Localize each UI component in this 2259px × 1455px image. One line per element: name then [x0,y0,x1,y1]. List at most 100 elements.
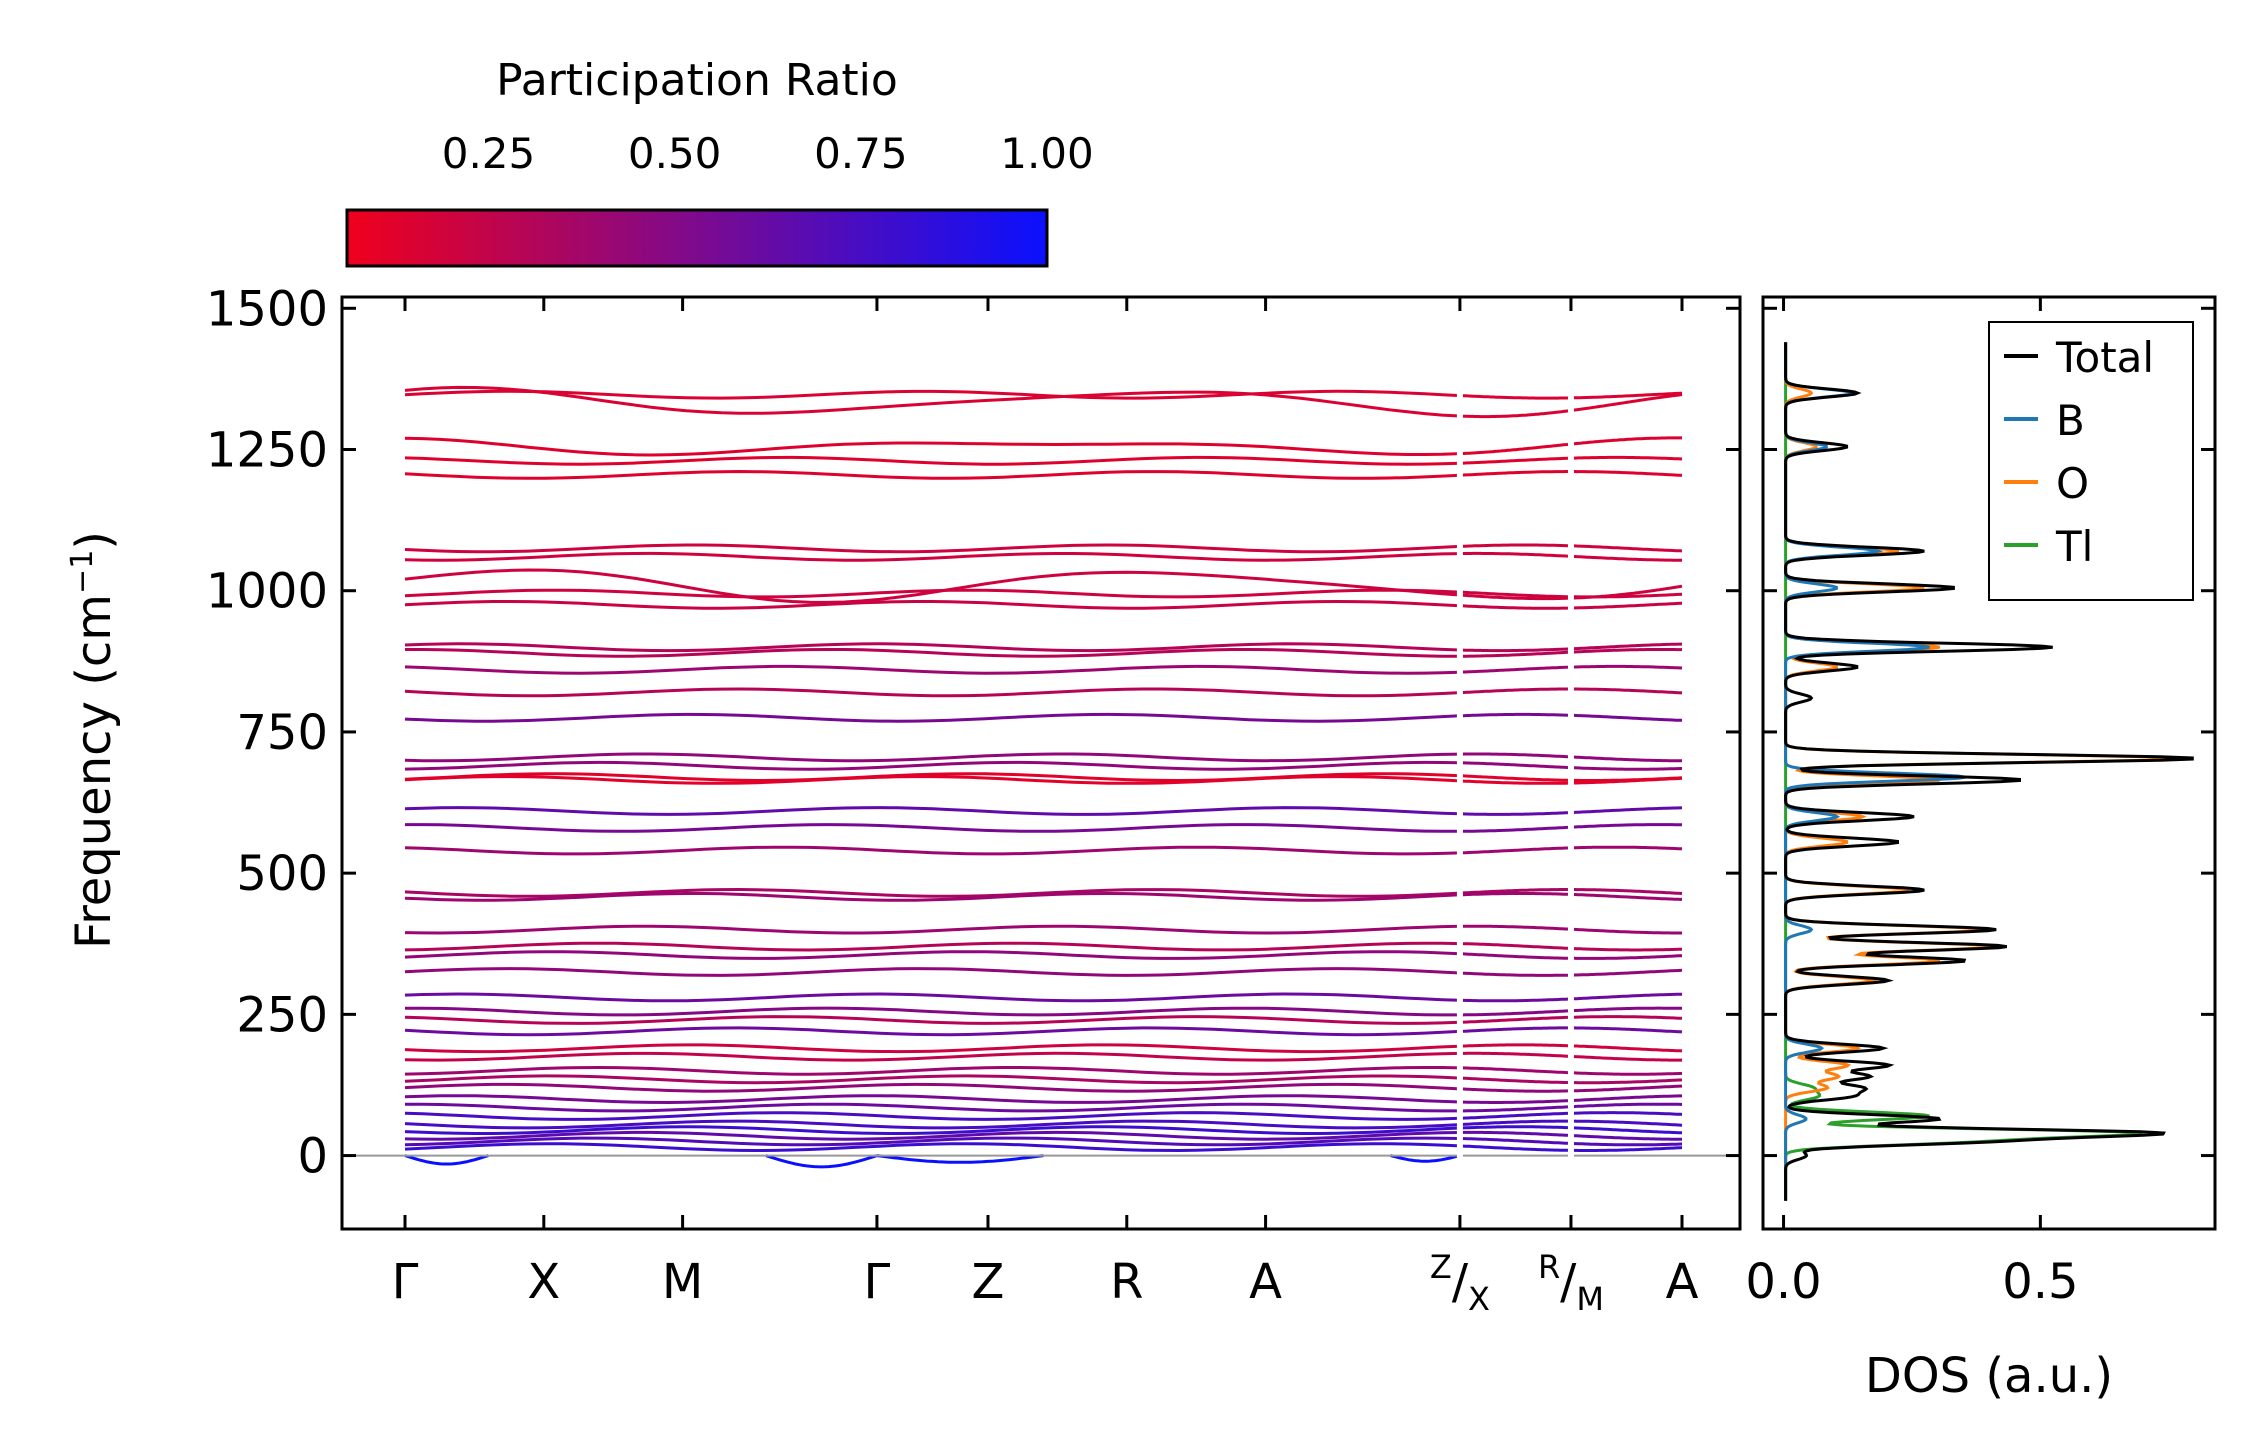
phonon-band [1570,927,1682,935]
y-tick-label: 1250 [206,423,328,479]
phonon-band [1459,1043,1571,1048]
phonon-band [1459,543,1572,548]
colorbar-tick-label: 0.25 [442,129,536,178]
phonon-band [404,551,1460,562]
segment-gap [1567,299,1574,1227]
phonon-band [1459,1066,1572,1075]
y-tick-label: 750 [236,705,328,761]
phonon-band [1570,776,1683,785]
phonon-band [1571,1071,1683,1076]
phonon-band [1570,1102,1682,1109]
phonon-band [1459,779,1571,785]
phonon-band [404,752,1460,763]
ylabel-main: Frequency (cm [66,594,122,949]
phonon-band [1570,713,1682,722]
dos-x-tick-label: 0.0 [1745,1254,1821,1310]
y-tick-label: 0 [297,1129,328,1185]
k-label: X [527,1254,560,1310]
phonon-band [1570,544,1683,553]
phonon-band [1571,1026,1683,1034]
phonon-band [1459,888,1571,895]
soft-mode-band [876,1154,1044,1164]
phonon-band [404,887,1460,898]
phonon-band [404,588,1460,599]
phonon-band [1459,712,1572,718]
phonon-band [1570,436,1682,446]
phonon-band [1459,971,1571,977]
phonon-band [1570,1084,1682,1093]
phonon-band [1571,845,1683,851]
k-label: M [662,1254,703,1310]
phonon-band [404,924,1460,935]
phonon-band [1459,650,1572,658]
phonon-band [1570,1094,1682,1102]
phonon-band [405,1102,1460,1113]
dos-axis-label: DOS (a.u.) [1865,1348,2113,1404]
k-path-axis: Γ X M Γ Z R A A Z/X R/M [392,297,1699,1318]
legend-frame [1988,321,2194,601]
phonon-band [1459,774,1572,782]
phonon-band [1459,1137,1572,1145]
phonon-band [1571,664,1683,670]
phonon-band [1459,1099,1572,1104]
phonon-band [1459,1144,1571,1152]
legend-label: Total [2055,333,2154,382]
y-tick-label: 500 [236,846,328,902]
colorbar-tick-label: 0.75 [814,129,908,178]
phonon-band [1570,892,1682,901]
phonon-band [1459,665,1572,674]
k-split-label: Z/X [1430,1248,1490,1318]
phonon-band [1459,924,1572,931]
phonon-band [1459,892,1572,897]
phonon-band [1571,687,1683,695]
phonon-band [404,845,1460,856]
phonon-band [404,1094,1460,1105]
dos-frequency-ticks [1763,306,2215,1158]
phonon-band [404,1125,1460,1136]
phonon-band [1571,1146,1683,1152]
phonon-band [1459,811,1571,816]
phonon-band [404,992,1460,1003]
dos-curve-total [1784,342,2194,1201]
phonon-band [1570,648,1682,654]
legend-items: Total BO Tl [2004,333,2154,571]
phonon-band [1459,952,1571,960]
dos-axes-frame [1761,295,2217,1231]
phonon-band [404,1142,1460,1153]
phonon-band [1459,1076,1571,1085]
phonon-band [1570,806,1683,815]
k-label: R [1110,1254,1143,1310]
phonon-band [1570,1044,1683,1053]
dos-x-tick-label: 0.5 [2002,1254,2078,1310]
phonon-band [404,687,1460,698]
k-label: Γ [392,1254,419,1310]
dos-axis: 0.0 0.5 [1745,297,2079,1310]
phonon-band [404,1065,1460,1076]
phonon-band [1570,946,1682,952]
phonon-band [1459,687,1571,695]
phonon-band [404,1136,1460,1147]
phonon-band [404,1074,1460,1085]
colorbar-gradient [345,208,1049,268]
soft-mode-band [765,1154,878,1169]
soft-mode-band [1390,1154,1461,1163]
colorbar: Participation Ratio 0.25 0.50 0.75 1.00 [345,55,1094,268]
phonon-band [1570,992,1683,1001]
colorbar-title: Participation Ratio [496,55,898,106]
phonon-band [1570,1111,1683,1116]
phonon-band [1459,825,1572,833]
phonon-band [404,760,1460,771]
ylabel-superscript: −1 [65,550,100,594]
phonon-band [404,712,1460,723]
phonon-band [1459,761,1571,770]
phonon-band [404,664,1460,675]
phonon-band [1459,942,1571,950]
phonon-band [1459,442,1572,456]
dos-panel: 0.0 0.5 DOS (a.u.) Total BO Tl [1745,295,2217,1404]
phonon-band [1459,647,1572,653]
phonon-band [404,1130,1460,1141]
phonon-band [1459,1026,1571,1033]
phonon-band [404,950,1460,960]
phonon-band [1459,590,1572,599]
